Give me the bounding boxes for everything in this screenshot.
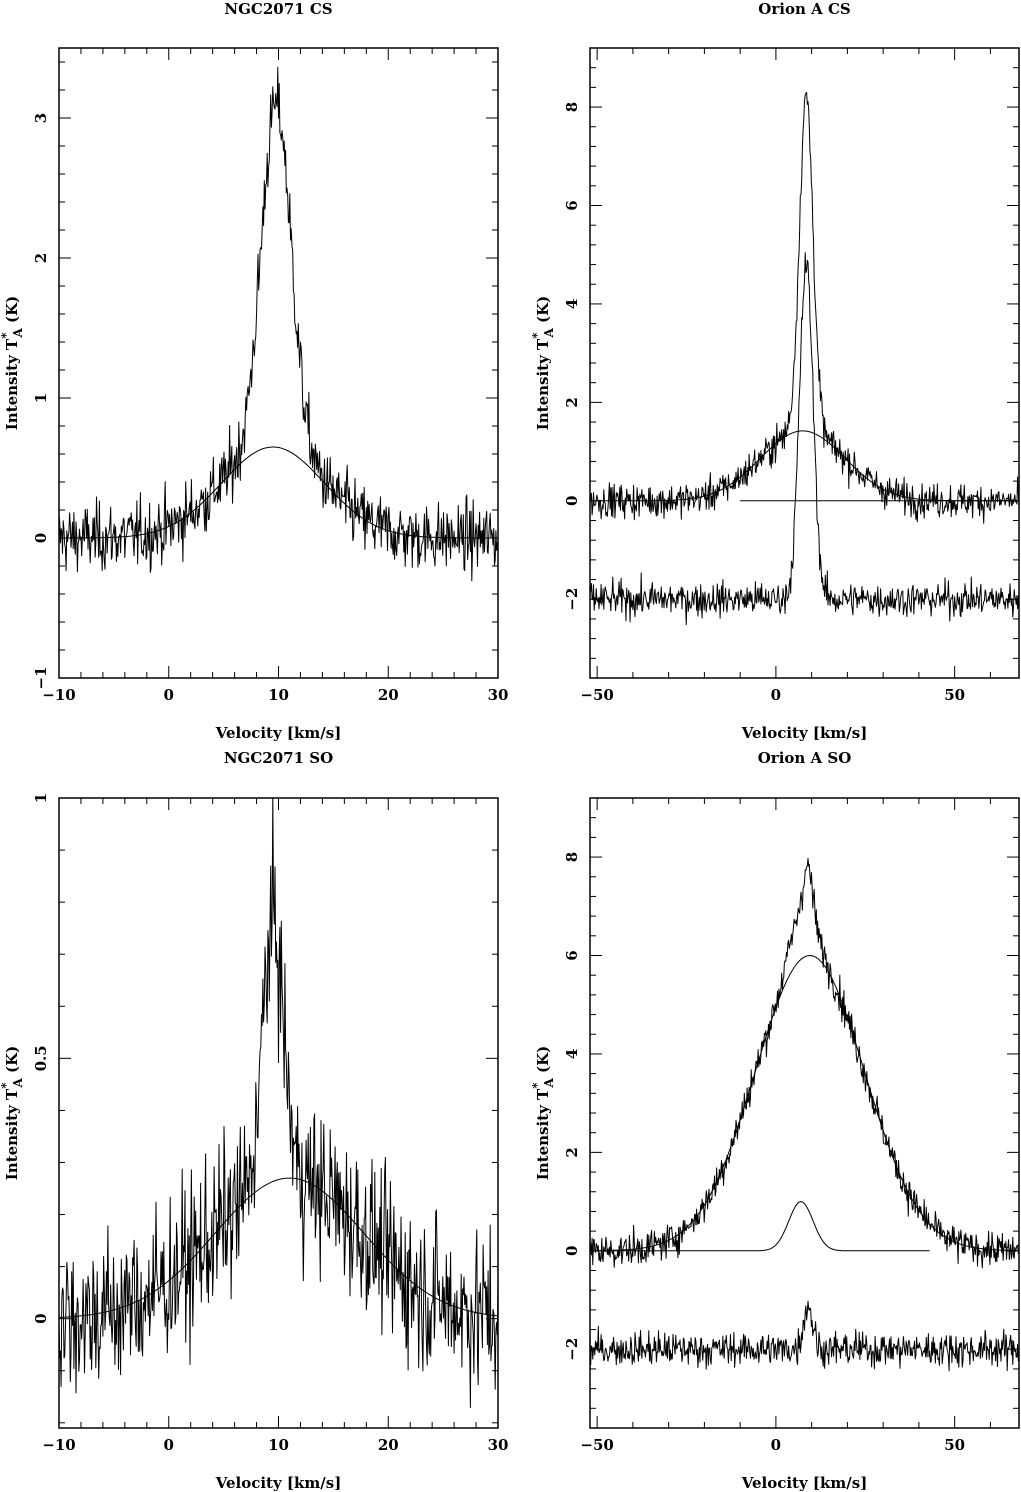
gaussian-fit-line <box>590 955 1019 1252</box>
x-axis-label: Velocity [km/s] <box>741 1474 868 1492</box>
x-tick-label: −10 <box>42 686 75 704</box>
y-tick-label: 1 <box>32 793 50 803</box>
y-tick-label: 0 <box>32 533 50 543</box>
y-tick-label: 8 <box>563 102 581 112</box>
x-tick-label: 30 <box>488 1436 509 1454</box>
y-tick-label: 8 <box>563 852 581 862</box>
x-tick-label: 10 <box>268 686 289 704</box>
gaussian-fit-line <box>590 430 1019 502</box>
plot-frame <box>58 47 499 679</box>
gaussian-fit-line <box>59 1177 498 1318</box>
y-tick-label: 0 <box>563 496 581 506</box>
x-tick-label: 0 <box>164 686 174 704</box>
x-tick-label: 20 <box>378 1436 399 1454</box>
spectrum-line <box>590 252 1019 626</box>
plot-frame <box>58 797 499 1429</box>
y-tick-label: 0 <box>32 1313 50 1323</box>
y-tick-label: 6 <box>563 200 581 210</box>
panel-4: Orion A SO −50 0 50 −2 0 2 4 6 8 Velocity [km/s] In… <box>530 749 1020 1492</box>
y-axis-label: Intensity T*A (K) <box>530 1046 556 1181</box>
y-tick-label: 6 <box>563 950 581 960</box>
x-tick-label: 0 <box>164 1436 174 1454</box>
y-tick-label: 2 <box>563 1147 581 1157</box>
panel-title: Orion A CS <box>758 0 850 18</box>
spectrum-line <box>590 91 1019 524</box>
y-axis-label: Intensity T*A (K) <box>0 296 25 431</box>
y-tick-label: −1 <box>32 666 50 689</box>
panel-2: Orion A CS −50 0 50 −2 0 2 4 6 8 Velocity [km/s] In… <box>530 0 1020 742</box>
x-tick-label: 50 <box>944 686 965 704</box>
y-tick-label: 3 <box>32 113 50 123</box>
x-axis-label: Velocity [km/s] <box>215 1474 342 1492</box>
gaussian-fit-line <box>59 446 498 539</box>
x-tick-label: 30 <box>488 686 509 704</box>
x-tick-label: 0 <box>771 686 781 704</box>
y-tick-label: 4 <box>563 299 581 309</box>
x-axis-label: Velocity [km/s] <box>215 724 342 742</box>
y-tick-label: 1 <box>32 393 50 403</box>
x-tick-label: 0 <box>771 1436 781 1454</box>
spectrum-line <box>590 1300 1019 1372</box>
y-tick-label: −2 <box>563 1338 581 1361</box>
panel-title: NGC2071 CS <box>224 0 332 18</box>
x-tick-label: −50 <box>580 686 613 704</box>
x-axis-label: Velocity [km/s] <box>741 724 868 742</box>
x-tick-label: 10 <box>268 1436 289 1454</box>
x-tick-label: 50 <box>944 1436 965 1454</box>
x-tick-label: 20 <box>378 686 399 704</box>
y-tick-label: 2 <box>32 253 50 263</box>
x-tick-label: −10 <box>42 1436 75 1454</box>
panel-title: NGC2071 SO <box>224 749 333 767</box>
y-tick-label: 0.5 <box>32 1045 50 1071</box>
y-axis-label: Intensity T*A (K) <box>0 1046 25 1181</box>
y-tick-label: 0 <box>563 1246 581 1256</box>
panel-title: Orion A SO <box>758 749 852 767</box>
gaussian-fit-line <box>590 1201 930 1252</box>
y-tick-label: 4 <box>563 1049 581 1059</box>
spectrum-line <box>590 857 1019 1269</box>
panel-3: NGC2071 SO −10 0 10 20 30 0 0.5 1 Velocity [km/s]… <box>0 749 508 1492</box>
spectrum-line <box>59 66 498 582</box>
y-tick-label: −2 <box>563 588 581 611</box>
y-axis-label: Intensity T*A (K) <box>530 296 556 431</box>
x-tick-label: −50 <box>580 1436 613 1454</box>
plot-frame <box>589 797 1020 1429</box>
spectrum-line <box>59 798 498 1408</box>
plot-frame <box>589 47 1020 679</box>
y-tick-label: 2 <box>563 397 581 407</box>
